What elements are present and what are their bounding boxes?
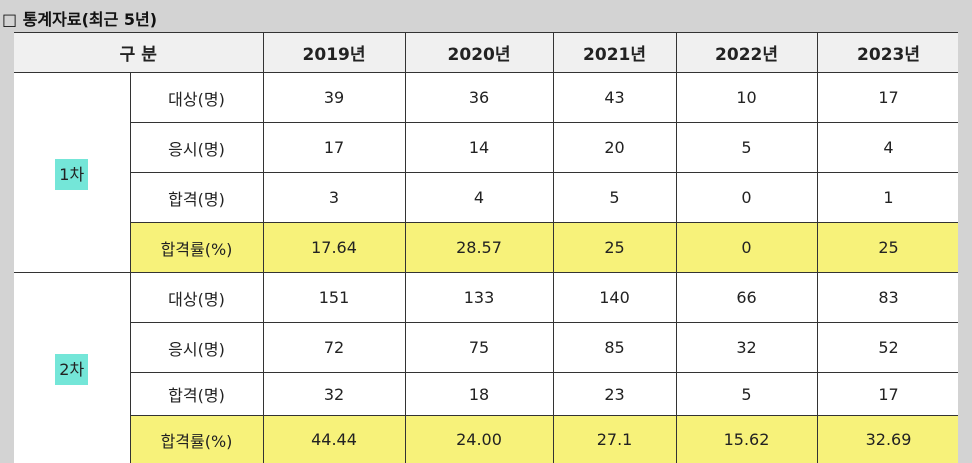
value-cell: 133: [404, 272, 554, 323]
year-header: 2021년: [552, 32, 677, 73]
item-cell: 대상(명): [129, 272, 264, 323]
value-cell: 3: [262, 172, 406, 223]
item-cell: 합격률(%): [129, 222, 264, 273]
value-cell: 15.62: [675, 415, 818, 463]
value-cell: 151: [262, 272, 406, 323]
data-row: 응시(명) 17 14 20 5 4: [14, 122, 958, 173]
item-cell: 응시(명): [129, 122, 264, 173]
value-cell: 24.00: [404, 415, 554, 463]
value-cell: 23: [552, 372, 677, 416]
value-cell: 36: [404, 72, 554, 123]
value-cell: 66: [675, 272, 818, 323]
data-row: 2차 대상(명) 151 133 140 66 83: [14, 272, 958, 463]
value-cell: 72: [262, 322, 406, 373]
data-row: 합격률(%) 44.44 24.00 27.1 15.62 32.69: [14, 415, 958, 463]
value-cell: 140: [552, 272, 677, 323]
value-cell: 0: [675, 222, 818, 273]
stats-table: 구 분 2019년 2020년 2021년 2022년 2023년 1차 대상(명) 39 36…: [14, 32, 958, 463]
value-cell: 18: [404, 372, 554, 416]
value-cell: 1: [816, 172, 958, 223]
item-cell: 대상(명): [129, 72, 264, 123]
year-header: 2019년: [262, 32, 406, 73]
value-cell: 14: [404, 122, 554, 173]
value-cell: 39: [262, 72, 406, 123]
table-area: 구 분 2019년 2020년 2021년 2022년 2023년 1차 대상(명) 39 36…: [14, 32, 958, 463]
data-row: 응시(명) 72 75 85 32 52: [14, 322, 958, 373]
value-cell: 32: [262, 372, 406, 416]
value-cell: 0: [675, 172, 818, 223]
item-cell: 응시(명): [129, 322, 264, 373]
value-cell: 5: [552, 172, 677, 223]
data-row: 합격률(%) 17.64 28.57 25 0 25: [14, 222, 958, 273]
group-label: 2차: [55, 354, 89, 385]
item-cell: 합격률(%): [129, 415, 264, 463]
value-cell: 25: [816, 222, 958, 273]
value-cell: 4: [816, 122, 958, 173]
year-header: 2020년: [404, 32, 554, 73]
item-cell: 합격(명): [129, 172, 264, 223]
value-cell: 83: [816, 272, 958, 323]
value-cell: 52: [816, 322, 958, 373]
value-cell: 85: [552, 322, 677, 373]
value-cell: 20: [552, 122, 677, 173]
group-label: 1차: [55, 158, 89, 190]
header-row: 구 분 2019년 2020년 2021년 2022년 2023년: [14, 32, 958, 73]
value-cell: 17: [262, 122, 406, 173]
group-cell: 1차: [14, 72, 131, 273]
value-cell: 5: [675, 372, 818, 416]
value-cell: 28.57: [404, 222, 554, 273]
value-cell: 27.1: [552, 415, 677, 463]
data-row: 합격(명) 32 18 23 5 17: [14, 372, 958, 416]
item-cell: 합격(명): [129, 372, 264, 416]
value-cell: 5: [675, 122, 818, 173]
value-cell: 10: [675, 72, 818, 123]
data-row: 1차 대상(명) 39 36 43 10 17: [14, 72, 958, 273]
value-cell: 75: [404, 322, 554, 373]
year-header: 2023년: [816, 32, 958, 73]
year-header: 2022년: [675, 32, 818, 73]
value-cell: 4: [404, 172, 554, 223]
data-row: 합격(명) 3 4 5 0 1: [14, 172, 958, 223]
value-cell: 17: [816, 72, 958, 123]
group-cell: 2차: [14, 272, 131, 463]
header-label: 구 분: [14, 32, 264, 73]
section-title: □ 통계자료(최근 5년): [2, 10, 158, 29]
value-cell: 17: [816, 372, 958, 416]
value-cell: 32.69: [816, 415, 958, 463]
value-cell: 44.44: [262, 415, 406, 463]
value-cell: 32: [675, 322, 818, 373]
value-cell: 43: [552, 72, 677, 123]
value-cell: 17.64: [262, 222, 406, 273]
value-cell: 25: [552, 222, 677, 273]
